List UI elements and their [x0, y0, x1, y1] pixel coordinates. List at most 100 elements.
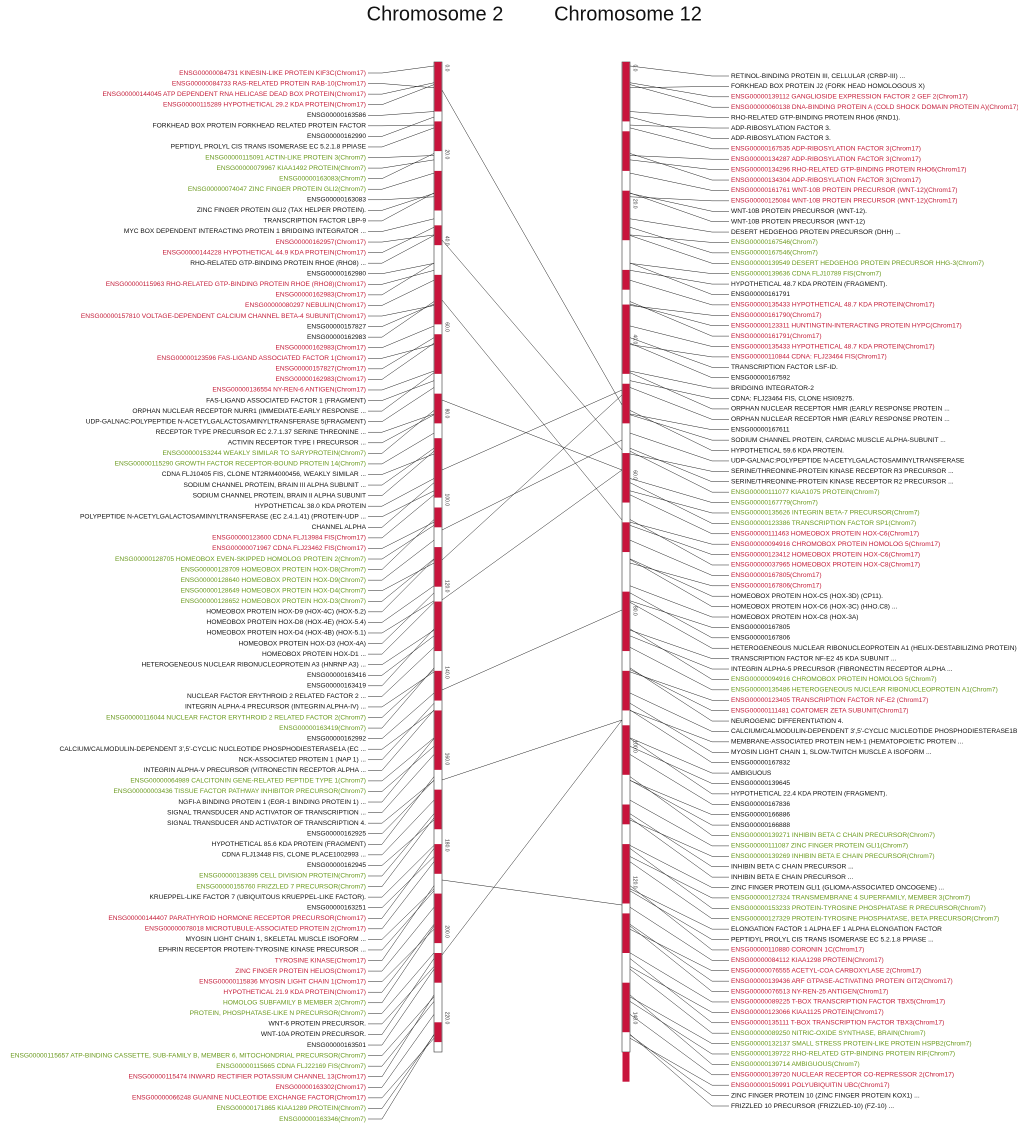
- gene-label: ENSG00000115474 INWARD RECTIFIER POTASSI…: [129, 1073, 366, 1080]
- connector: [629, 86, 729, 89]
- gene-label: SIGNAL TRANSDUCER AND ACTIVATOR OF TRANS…: [167, 809, 366, 816]
- gene-label: HOMEOBOX PROTEIN HOX-D4 (HOX-4B) (HOX-5.…: [207, 630, 366, 637]
- connector: [368, 84, 435, 105]
- gene-label: HYPOTHETICAL 38.0 KDA PROTEIN: [255, 503, 366, 510]
- gene-label: FRIZZLED 10 PRECURSOR (FRIZZLED-10) (FZ-…: [731, 1103, 894, 1110]
- connector: [629, 235, 729, 264]
- gene-label: ENSG00000163419(Chrom7): [279, 725, 366, 732]
- gene-label: ENSG00000144228 HYPOTHETICAL 44.9 KDA PR…: [162, 249, 366, 256]
- gene-label: ENSG00000163251: [307, 904, 366, 911]
- gene-label: ENSG00000111077 KIAA1075 PROTEIN(Chrom7): [731, 489, 880, 496]
- gene-label: ENSG00000138395 CELL DIVISION PROTEIN(Ch…: [199, 873, 366, 880]
- connector: [368, 301, 435, 338]
- gene-label: ENSG00000139645: [731, 780, 790, 787]
- chromosome-right-band: [622, 725, 630, 775]
- gene-label: ENSG00000123405 TRANSCRIPTION FACTOR NF-…: [731, 697, 928, 704]
- connector: [368, 952, 435, 1014]
- gene-label: INTEGRIN ALPHA-4 PRECURSOR (INTEGRIN ALP…: [185, 704, 366, 711]
- gene-label: PROTEIN, PHOSPHATASE-LIKE N PRECURSOR(Ch…: [190, 1010, 366, 1017]
- gene-label: HETEROGENEOUS NUCLEAR RIBONUCLEOPROTEIN …: [142, 661, 367, 668]
- chromosome-right-band: [622, 131, 630, 171]
- connector: [368, 111, 435, 116]
- connector: [368, 482, 435, 528]
- connector: [629, 799, 729, 847]
- gene-label: ENSG00000123066 KIAA1125 PROTEIN(Chrom17…: [731, 1009, 884, 1016]
- connector: [629, 192, 729, 222]
- connector: [629, 234, 729, 243]
- connector: [368, 227, 435, 253]
- connector: [629, 958, 729, 1024]
- gene-label: MYOSIN LIGHT CHAIN 1, SKELETAL MUSCLE IS…: [185, 936, 366, 943]
- connector: [629, 432, 729, 462]
- gene-label: ENSG00000139714 AMBIGUOUS(Chrom7): [731, 1061, 860, 1068]
- connector: [368, 1034, 435, 1109]
- gene-label: HYPOTHETICAL 21.9 KDA PROTEIN(Chrom17): [223, 989, 366, 996]
- connector: [629, 387, 729, 420]
- gene-label: MYOSIN LIGHT CHAIN 1, SLOW-TWITCH MUSCLE…: [731, 749, 932, 756]
- connector: [629, 263, 729, 274]
- connector: [629, 559, 729, 607]
- connector: [368, 966, 435, 1025]
- gene-label: SERINE/THREONINE-PROTEIN KINASE RECEPTOR…: [731, 479, 954, 486]
- gene-label: ENSG00000132137 SMALL STRESS PROTEIN-LIK…: [731, 1040, 972, 1047]
- synteny-link: [441, 299, 623, 521]
- connector: [368, 671, 435, 708]
- gene-label: ENSG00000115657 ATP-BINDING CASSETTE, SU…: [10, 1052, 366, 1059]
- chromosome-left-band: [434, 710, 442, 770]
- gene-label: ADP-RIBOSYLATION FACTOR 3.: [731, 125, 831, 132]
- synteny-link: [441, 394, 623, 561]
- gene-label: NGFI-A BINDING PROTEIN 1 (EGR-1 BINDING …: [178, 799, 366, 806]
- gene-label: ENSG00000076555 ACETYL-COA CARBOXYLASE 2…: [731, 967, 921, 974]
- connector: [629, 1001, 729, 1055]
- gene-label: ENSG00000123412 HOMEOBOX PROTEIN HOX-C6(…: [731, 551, 920, 558]
- chromosome-right-band: [622, 591, 630, 652]
- chromosome-left-band: [434, 507, 442, 528]
- scale-label: 100.0: [444, 494, 450, 507]
- connector: [629, 1014, 729, 1076]
- gene-label: TRANSCRIPTION FACTOR LBP-9: [264, 218, 367, 225]
- connector: [368, 413, 435, 433]
- connector: [629, 885, 729, 951]
- connector: [368, 647, 435, 697]
- connector: [368, 539, 435, 581]
- scale-label: 120.0: [444, 580, 450, 593]
- scale-label: 140.0: [444, 666, 450, 679]
- chromosome-left-band: [434, 1022, 442, 1043]
- connector: [629, 966, 729, 1013]
- connector: [368, 414, 435, 444]
- connector: [368, 432, 435, 465]
- gene-label: ENSG00000161761 WNT-10B PROTEIN PRECURSO…: [731, 187, 957, 194]
- gene-label: ENSG00000084733 RAS-RELATED PROTEIN RAB-…: [172, 80, 366, 87]
- connector: [368, 370, 435, 391]
- connector: [368, 776, 435, 845]
- connector: [629, 116, 729, 139]
- gene-label: ENSG00000128705 HOMEOBOX EVEN-SKIPPED HO…: [115, 556, 366, 563]
- connector: [629, 447, 729, 483]
- connector: [368, 692, 435, 739]
- gene-label: WNT-10A PROTEIN PRECURSOR.: [261, 1031, 366, 1038]
- connector: [629, 155, 729, 160]
- connector: [629, 994, 729, 1065]
- gene-label: POLYPEPTIDE N-ACETYLGALACTOSAMINYLTRANSF…: [80, 514, 366, 521]
- gene-label: ENSG00000078018 MICROTUBULE-ASSOCIATED P…: [145, 926, 366, 933]
- connector: [629, 342, 729, 378]
- gene-label: ENSG00000115091 ACTIN-LIKE PROTEIN 3(Chr…: [205, 154, 366, 161]
- gene-label: ENSG00000139269 INHIBIN BETA E CHAIN PRE…: [731, 853, 935, 860]
- connector: [629, 845, 729, 888]
- connector: [368, 155, 435, 158]
- connector: [368, 669, 435, 718]
- gene-label: ELONGATION FACTOR 1 ALPHA EF 1 ALPHA ELO…: [731, 926, 942, 933]
- synteny-link: [441, 439, 623, 531]
- chromosome-right-band: [622, 190, 630, 241]
- connector: [629, 82, 729, 98]
- connector: [368, 559, 435, 613]
- gene-label: ENSG00000128652 HOMEOBOX PROTEIN HOX-D3(…: [181, 598, 366, 605]
- connector: [368, 153, 435, 179]
- gene-label: ENSG00000135433 HYPOTHETICAL 48.7 KDA PR…: [731, 343, 935, 350]
- connector: [368, 885, 435, 961]
- chromosome-right-band: [622, 982, 630, 1033]
- connector: [629, 84, 729, 108]
- gene-label: HOMEOBOX PROTEIN HOX-D3 (HOX-4A): [239, 640, 367, 647]
- gene-label: INHIBIN BETA E CHAIN PRECURSOR ...: [731, 874, 853, 881]
- gene-label: RHO-RELATED GTP-BINDING PROTEIN RHO6 (RN…: [731, 114, 900, 121]
